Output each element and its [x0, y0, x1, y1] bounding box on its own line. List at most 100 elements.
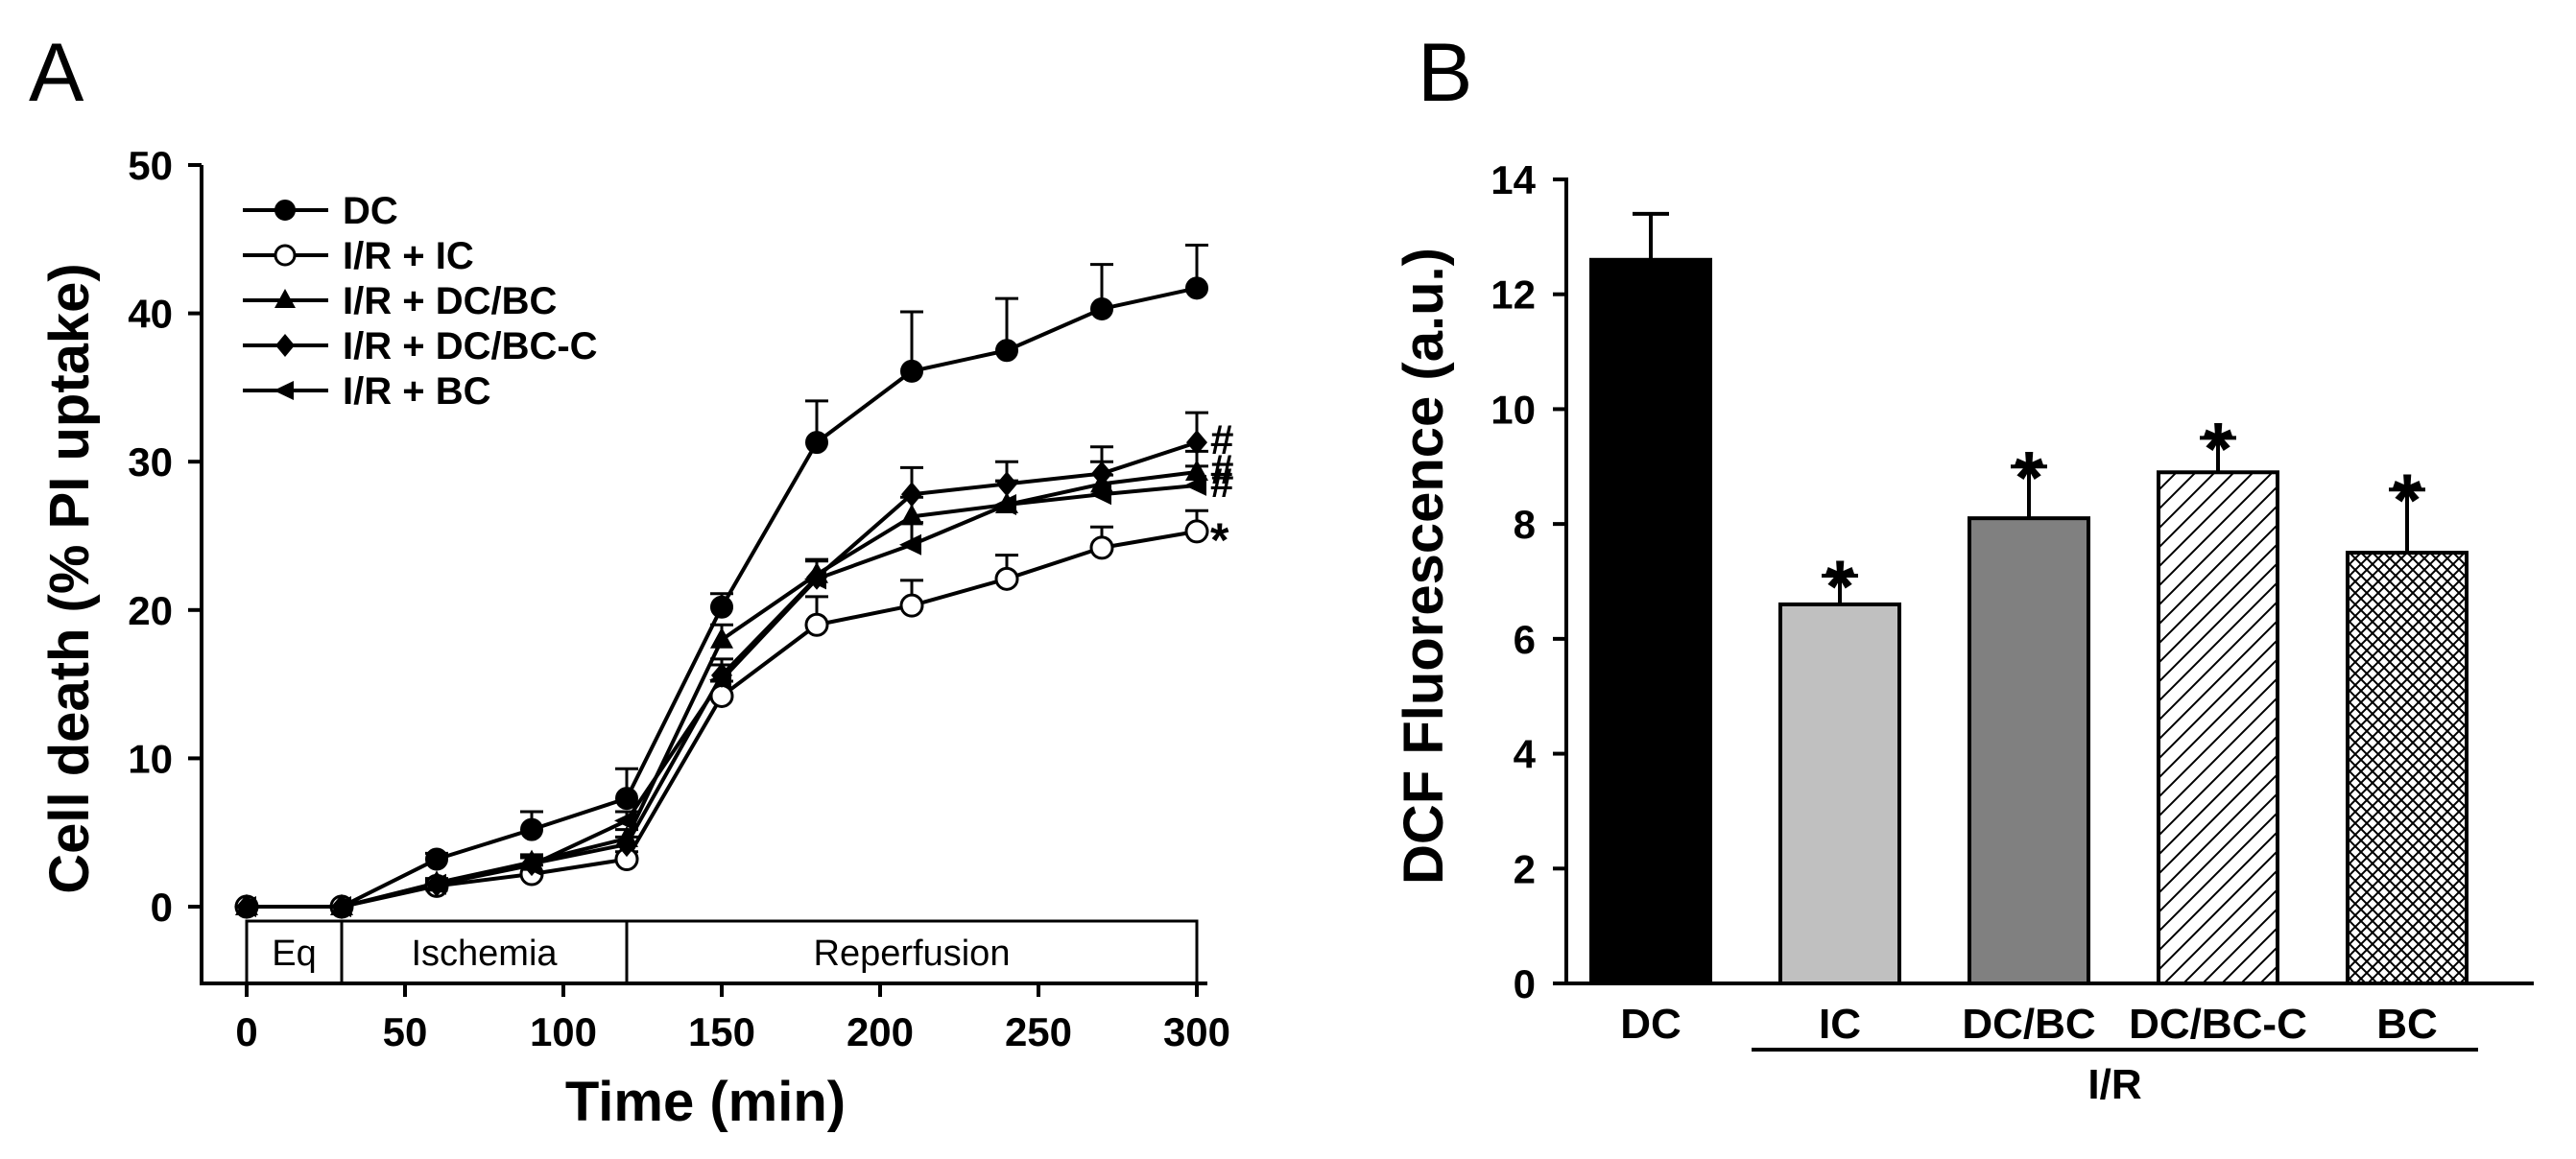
- panel-a-letter: A: [29, 27, 84, 119]
- a-series-line: [247, 529, 1198, 909]
- marker-filled-circle: [520, 817, 543, 841]
- b-y-tick-label: 10: [1491, 387, 1536, 432]
- panel-b: B 0 2 4 6 8 10 12 14 * * * * DC IC DC/BC DC/BC-C BC I/…: [1393, 27, 2534, 1108]
- marker-open-circle: [804, 612, 829, 637]
- b-y-tick-label: 2: [1514, 846, 1536, 891]
- marker-filled-diamond: [1091, 461, 1112, 486]
- b-bar: [2157, 470, 2279, 985]
- marker-filled-circle: [274, 200, 296, 221]
- marker-filled-triangle: [274, 289, 296, 308]
- a-phase-bar: Eq Ischemia Reperfusion: [245, 919, 1199, 985]
- marker-filled-diamond: [275, 334, 295, 357]
- a-y-axis-ticks: 0 10 20 30 40 50: [128, 143, 202, 930]
- marker-left-triangle: [614, 810, 636, 832]
- a-legend: DCI/R + ICI/R + DC/BCI/R + DC/BC-CI/R + …: [243, 190, 598, 413]
- b-y-axis-ticks: 0 2 4 6 8 10 12 14: [1491, 157, 1566, 1006]
- b-bar: [1589, 257, 1712, 985]
- marker-left-triangle: [274, 381, 294, 400]
- a-significance-mark: #: [1210, 446, 1233, 493]
- marker-filled-triangle: [1185, 460, 1208, 482]
- a-x-tick-label: 50: [383, 1009, 428, 1054]
- b-y-tick-label: 14: [1491, 157, 1536, 202]
- b-y-axis-title: DCF Fluorescence (a.u.): [1393, 248, 1455, 885]
- marker-left-triangle: [1089, 484, 1111, 506]
- b-significance-mark: *: [2204, 406, 2233, 490]
- marker-filled-circle: [615, 787, 638, 811]
- b-bar: [1778, 602, 1901, 985]
- a-y-tick-label: 30: [128, 439, 173, 485]
- b-category-label: BC: [2376, 1001, 2438, 1048]
- b-significance-mark: *: [2393, 458, 2422, 542]
- marker-left-triangle: [329, 896, 351, 917]
- a-legend-label: I/R + IC: [343, 235, 474, 277]
- marker-filled-diamond: [996, 471, 1017, 497]
- b-y-tick-label: 12: [1491, 272, 1536, 318]
- marker-filled-diamond: [616, 832, 637, 858]
- a-y-tick-label: 50: [128, 143, 173, 188]
- b-error-bars: [1633, 211, 2425, 604]
- b-category-labels: DC IC DC/BC DC/BC-C BC: [1620, 1001, 2438, 1048]
- marker-open-circle: [274, 244, 297, 267]
- panel-b-letter: B: [1418, 27, 1472, 119]
- a-legend-label: I/R + DC/BC: [343, 280, 557, 322]
- panel-a: A 0 10 20 30 40 50 0 50 100 150 200 250 300 Eq Ische…: [29, 27, 1233, 1133]
- a-significance-mark: #: [1210, 460, 1233, 507]
- a-x-axis-ticks: 0 50 100 150 200 250 300: [235, 983, 1230, 1054]
- marker-filled-circle: [710, 595, 733, 619]
- a-legend-label: I/R + DC/BC-C: [343, 325, 598, 367]
- marker-left-triangle: [899, 533, 921, 556]
- b-y-tick-label: 4: [1514, 732, 1537, 777]
- marker-filled-triangle: [900, 504, 923, 526]
- a-x-tick-label: 200: [847, 1009, 914, 1054]
- b-significance-mark: *: [1825, 544, 1855, 628]
- marker-open-circle: [1089, 535, 1114, 560]
- a-significance-mark: *: [1210, 513, 1229, 567]
- marker-left-triangle: [519, 854, 541, 876]
- a-x-axis-title: Time (min): [565, 1071, 846, 1133]
- marker-filled-circle: [1185, 276, 1208, 300]
- marker-left-triangle: [804, 568, 826, 590]
- a-y-tick-label: 20: [128, 588, 173, 633]
- a-significance-mark: #: [1210, 416, 1233, 463]
- a-x-tick-label: 100: [530, 1009, 597, 1054]
- marker-filled-circle: [995, 339, 1018, 363]
- marker-left-triangle: [1184, 474, 1206, 496]
- b-bars: [1589, 257, 2469, 986]
- a-series-markers: [234, 276, 1209, 919]
- marker-filled-diamond: [1186, 430, 1207, 456]
- marker-filled-circle: [425, 847, 448, 871]
- a-legend-label: I/R + BC: [343, 370, 490, 413]
- a-legend-label: DC: [343, 190, 398, 232]
- b-category-label: DC/BC: [1962, 1001, 2095, 1048]
- b-y-tick-label: 0: [1514, 961, 1536, 1006]
- a-phase-label: Reperfusion: [814, 934, 1011, 974]
- a-significance-marks: ### *: [1210, 416, 1233, 567]
- b-y-tick-label: 8: [1514, 502, 1536, 547]
- a-phase-box: [625, 919, 1199, 985]
- a-x-tick-label: 0: [235, 1009, 257, 1054]
- a-y-tick-label: 10: [128, 736, 173, 781]
- a-phase-label: Ischemia: [411, 934, 558, 974]
- marker-open-circle: [994, 566, 1019, 591]
- marker-filled-diamond: [901, 482, 922, 508]
- b-significance-marks: * * * *: [1825, 406, 2422, 628]
- b-bar: [1968, 516, 2090, 986]
- marker-filled-circle: [1090, 296, 1113, 320]
- marker-open-circle: [899, 593, 924, 618]
- b-category-label: DC: [1620, 1001, 1682, 1048]
- marker-left-triangle: [424, 873, 446, 895]
- marker-left-triangle: [994, 494, 1016, 516]
- a-phase-label: Eq: [272, 934, 316, 974]
- b-significance-mark: *: [2015, 435, 2044, 519]
- marker-left-triangle: [709, 669, 731, 691]
- b-y-tick-label: 6: [1514, 617, 1536, 662]
- a-y-tick-label: 40: [128, 292, 173, 337]
- a-x-tick-label: 300: [1163, 1009, 1230, 1054]
- b-category-label: DC/BC-C: [2129, 1001, 2307, 1048]
- b-group-bracket: I/R: [1752, 1048, 2478, 1108]
- b-category-label: IC: [1819, 1001, 1861, 1048]
- marker-open-circle: [1184, 519, 1209, 544]
- marker-filled-circle: [900, 359, 923, 383]
- a-y-axis-title: Cell death (% PI uptake): [38, 263, 101, 893]
